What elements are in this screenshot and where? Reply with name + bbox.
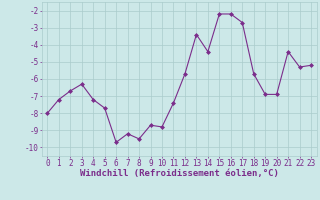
X-axis label: Windchill (Refroidissement éolien,°C): Windchill (Refroidissement éolien,°C): [80, 169, 279, 178]
